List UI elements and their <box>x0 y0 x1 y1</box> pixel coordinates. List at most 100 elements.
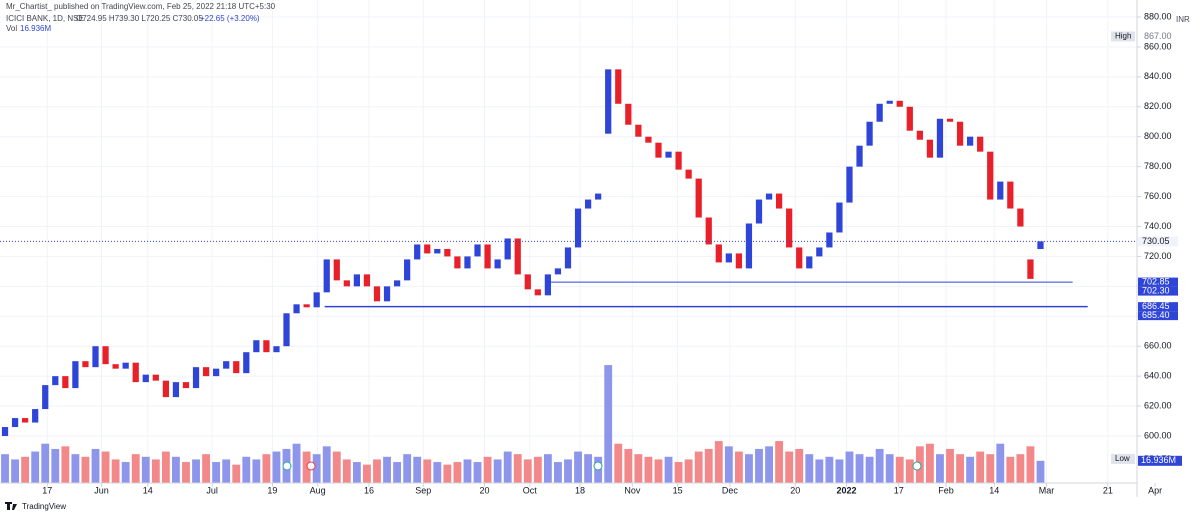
candle-body <box>464 256 471 269</box>
x-tick-label: 17 <box>42 485 52 495</box>
y-tick-label: 720.00 <box>1144 251 1172 261</box>
volume-bar <box>714 441 723 483</box>
volume-bar <box>363 464 371 483</box>
volume-bar <box>182 462 190 483</box>
volume-bar <box>936 454 944 483</box>
candle-body <box>233 361 240 374</box>
high-value: 867.00 <box>1144 31 1172 41</box>
candle-body <box>715 244 722 263</box>
volume-bar <box>383 456 391 483</box>
volume-bar <box>564 459 572 483</box>
volume-bar <box>71 454 80 483</box>
volume-bar <box>765 446 773 483</box>
y-tick-label: 880.00 <box>1144 11 1172 21</box>
volume-bar <box>644 456 653 483</box>
volume-bar <box>996 443 1005 483</box>
marks <box>0 69 1137 483</box>
volume-bar <box>312 454 321 483</box>
volume-bar <box>141 456 150 483</box>
candle-body <box>172 382 180 398</box>
volume-bar <box>51 448 60 483</box>
candle-body <box>796 247 803 269</box>
volume-bar <box>352 462 361 483</box>
candle-body <box>755 199 763 224</box>
candle-body <box>343 280 350 287</box>
volume-bar <box>111 459 120 483</box>
volume-bar <box>745 454 753 483</box>
symbol: ICICI BANK, 1D, NSE <box>6 14 84 23</box>
candle-body <box>162 380 169 398</box>
volume-bar <box>31 451 40 483</box>
candle-body <box>655 142 662 158</box>
x-tick-label: Aug <box>310 485 326 495</box>
volume-bar <box>272 451 281 483</box>
low-name-box <box>1111 453 1135 464</box>
volume-bar <box>815 459 824 483</box>
publisher: Mr_Chartist_ published on TradingView.co… <box>6 2 276 11</box>
candle-body <box>544 274 552 296</box>
candle-body <box>695 178 702 218</box>
x-tick-label: 14 <box>989 485 999 495</box>
y-tick-label: 860.00 <box>1144 41 1172 51</box>
candle-body <box>414 244 421 260</box>
volume-bar <box>554 462 562 483</box>
candle-body <box>182 382 190 389</box>
volume-bar <box>473 462 482 483</box>
x-tick-label: 17 <box>894 485 904 495</box>
volume-bar <box>805 454 814 483</box>
candle-body <box>142 374 149 383</box>
volume-bar <box>956 454 964 483</box>
candle-body <box>846 166 853 203</box>
vol-value: 16.936M <box>20 24 51 33</box>
candle-body <box>906 106 913 131</box>
candle-body <box>564 247 572 269</box>
x-tick-label: Nov <box>624 485 641 495</box>
volume-bar <box>232 464 241 483</box>
candle-body <box>534 289 541 296</box>
candle-body <box>303 304 310 308</box>
candle-body <box>152 374 159 381</box>
volume-bar <box>755 448 763 483</box>
candle-body <box>836 202 843 233</box>
y-tick-label: 660.00 <box>1144 341 1172 351</box>
volume-bar <box>21 456 30 483</box>
ohlc: O724.95 H739.30 L720.25 C730.05 <box>76 14 203 23</box>
volume-bar <box>734 451 743 483</box>
candle-body <box>444 248 451 257</box>
candle-body <box>484 244 491 269</box>
event-icon <box>306 461 316 471</box>
candle-body <box>122 362 129 369</box>
volume-bar <box>423 459 432 483</box>
volume-bar <box>433 462 442 483</box>
y-tick-label: 600.00 <box>1144 430 1172 440</box>
x-tick-label: Jun <box>94 485 109 495</box>
candle-body <box>62 376 69 389</box>
candle-body <box>816 247 823 257</box>
candle-body <box>333 259 340 281</box>
volume-bar <box>332 451 341 483</box>
candle-body <box>404 259 411 281</box>
candle-body <box>22 418 29 423</box>
candle-body <box>42 385 49 410</box>
candle-body <box>775 193 783 209</box>
candle-body <box>595 193 602 200</box>
candle-body <box>11 418 19 428</box>
volume-bar <box>403 454 412 483</box>
volume-bar <box>986 454 995 483</box>
candle-body <box>434 248 441 254</box>
volume-bar <box>413 456 422 483</box>
volume-bar <box>1006 456 1015 483</box>
y-tick-label: 840.00 <box>1144 71 1172 81</box>
volume-bar <box>1016 454 1025 483</box>
volume-bar <box>895 456 904 483</box>
candle-body <box>574 208 582 248</box>
volume-bar <box>865 456 874 483</box>
candle-body <box>192 367 200 389</box>
level-label-box <box>1138 286 1178 296</box>
x-tick-label: Apr <box>1148 485 1162 495</box>
volume-bar <box>483 456 492 483</box>
x-tick-label: Sep <box>415 485 431 495</box>
x-tick-label: 2022 <box>836 485 856 495</box>
candle-body <box>936 118 944 158</box>
volume-bar <box>674 462 683 483</box>
